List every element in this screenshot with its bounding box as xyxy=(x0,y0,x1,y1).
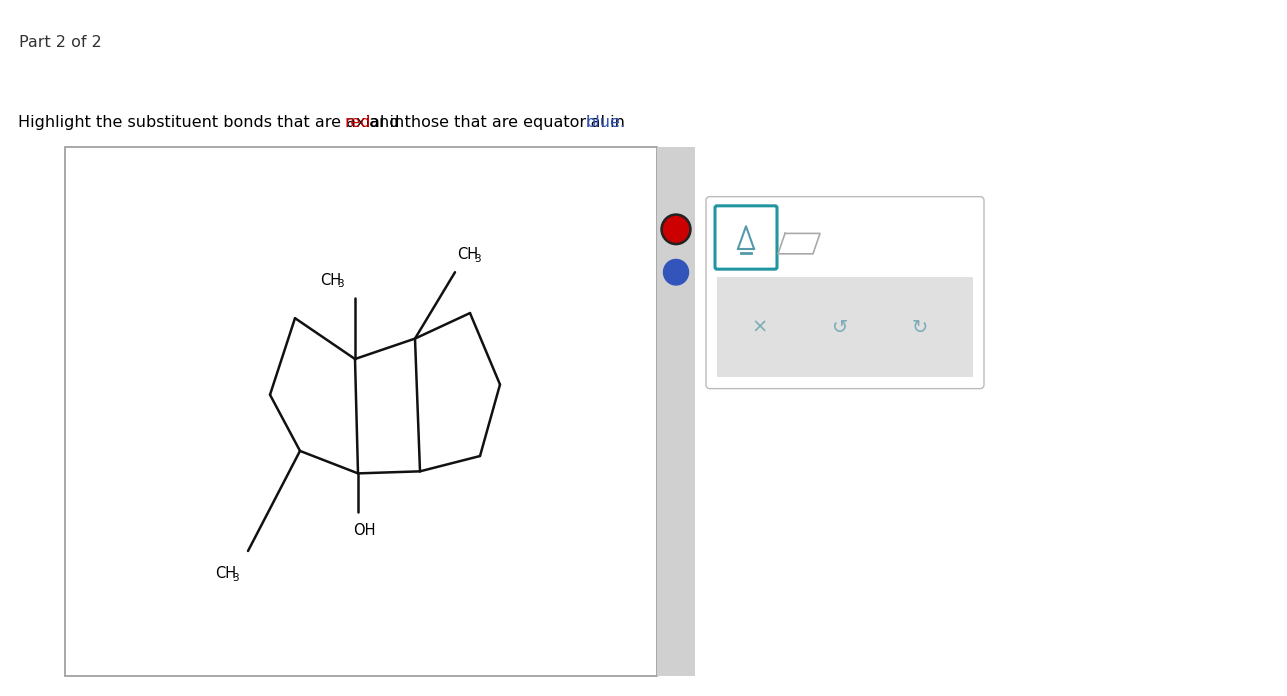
Text: ↺: ↺ xyxy=(831,318,848,337)
Text: 3: 3 xyxy=(474,254,480,264)
Text: red: red xyxy=(344,115,371,129)
Text: ↻: ↻ xyxy=(911,318,928,337)
Ellipse shape xyxy=(662,214,691,244)
Ellipse shape xyxy=(664,260,689,285)
FancyBboxPatch shape xyxy=(707,197,985,388)
Text: OH: OH xyxy=(353,523,376,538)
Text: Part 2 of 2: Part 2 of 2 xyxy=(19,35,102,50)
Text: and those that are equatorial in: and those that are equatorial in xyxy=(363,115,629,129)
Bar xyxy=(66,147,656,676)
Text: CH: CH xyxy=(320,273,341,288)
Text: ×: × xyxy=(752,318,768,337)
Text: CH: CH xyxy=(457,247,479,262)
FancyBboxPatch shape xyxy=(716,206,777,269)
Ellipse shape xyxy=(664,216,689,242)
Bar xyxy=(717,277,973,377)
Text: blue.: blue. xyxy=(586,115,625,129)
Text: Highlight the substituent bonds that are axial in: Highlight the substituent bonds that are… xyxy=(18,115,409,129)
Text: 3: 3 xyxy=(337,280,344,290)
Bar xyxy=(656,147,695,676)
Text: CH: CH xyxy=(215,566,236,581)
Text: 3: 3 xyxy=(232,573,238,583)
